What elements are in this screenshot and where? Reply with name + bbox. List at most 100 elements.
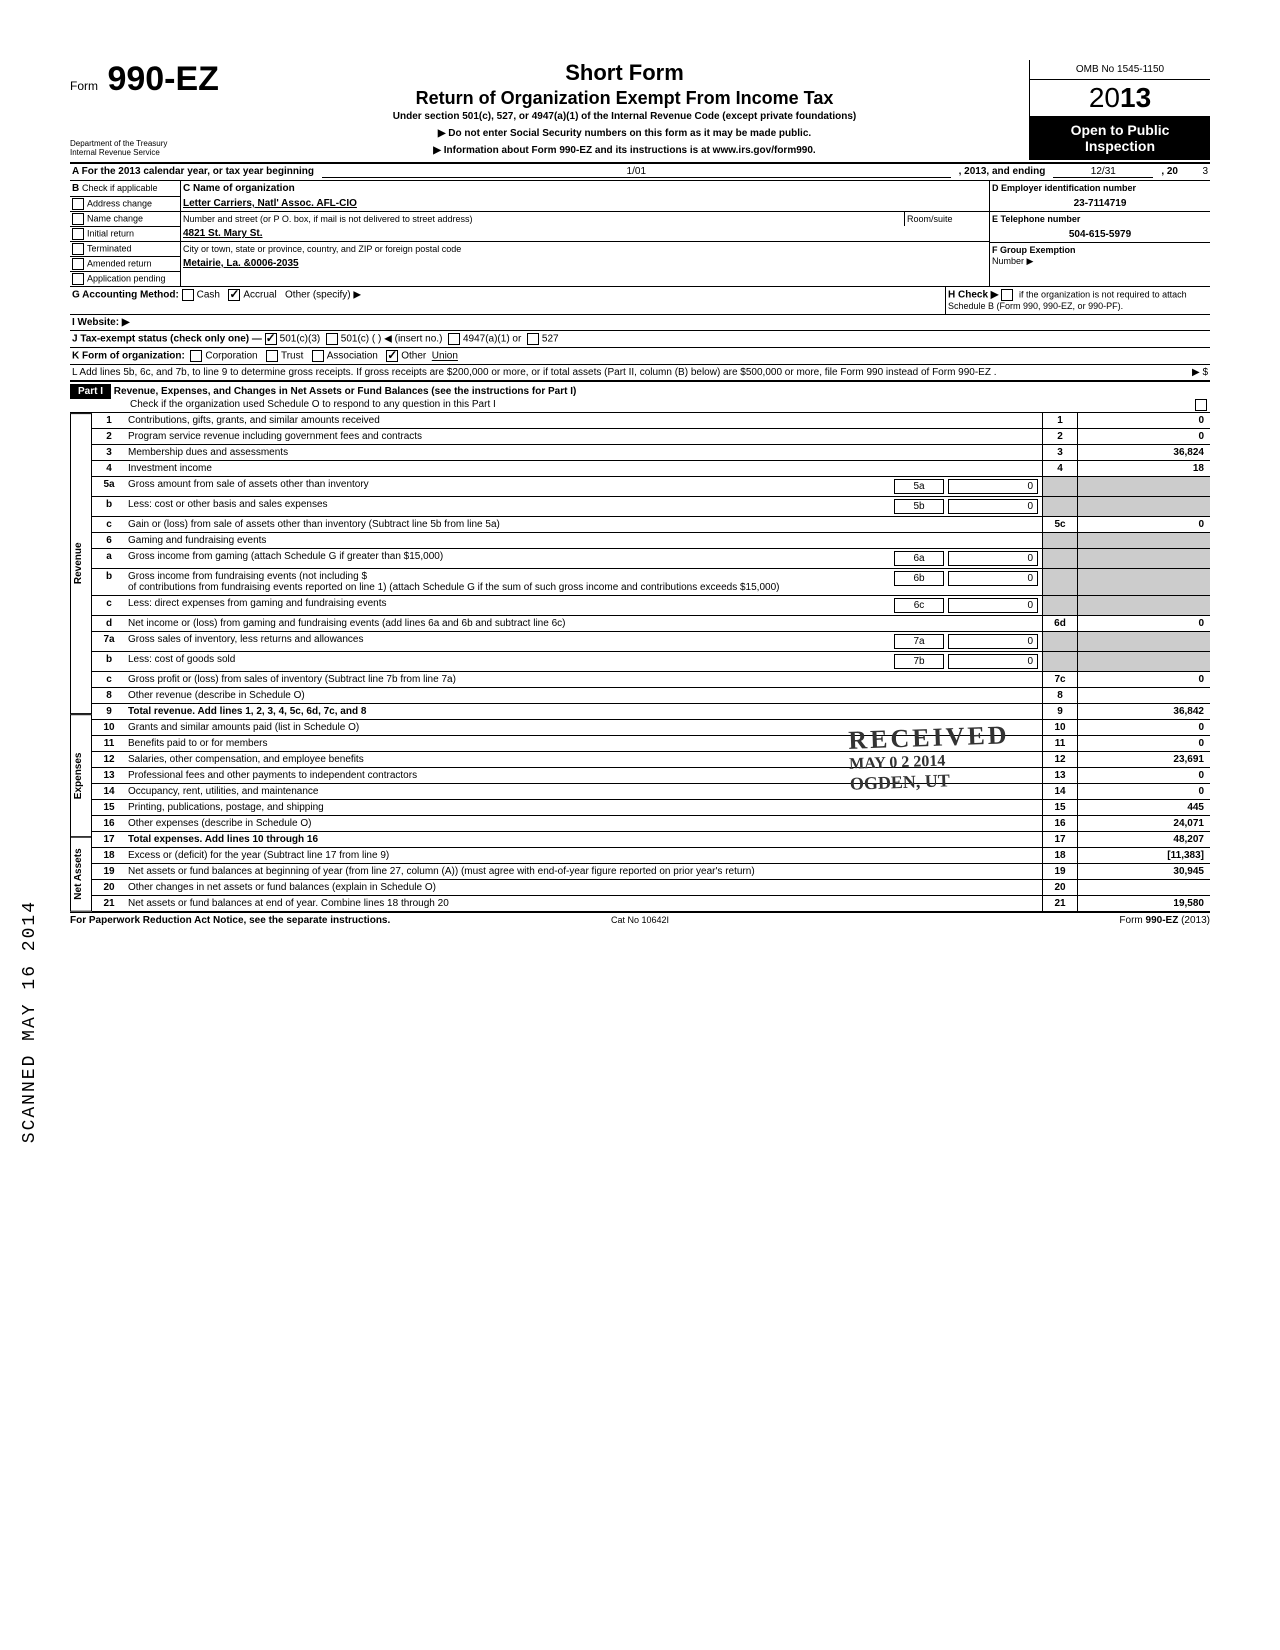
line-amt-l13: 0 bbox=[1078, 768, 1210, 783]
form-prefix: Form bbox=[70, 79, 98, 93]
line-h-label: H Check ▶ bbox=[948, 290, 998, 301]
chk-accrual[interactable] bbox=[228, 289, 240, 301]
chk-other[interactable] bbox=[386, 350, 398, 362]
line-l6a: aGross income from gaming (attach Schedu… bbox=[92, 549, 1210, 569]
chk-initial[interactable] bbox=[72, 228, 84, 240]
chk-name[interactable] bbox=[72, 213, 84, 225]
line-l10: 10Grants and similar amounts paid (list … bbox=[92, 720, 1210, 736]
line-amt-l7b bbox=[1078, 652, 1210, 671]
box-b-label: B bbox=[72, 183, 79, 194]
line-l6b: bGross income from fundraising events (n… bbox=[92, 569, 1210, 596]
line-l16: 16Other expenses (describe in Schedule O… bbox=[92, 816, 1210, 832]
line-desc-l3: Membership dues and assessments bbox=[126, 445, 1042, 460]
line-num-l4: 4 bbox=[92, 461, 126, 476]
line-a-label: A For the 2013 calendar year, or tax yea… bbox=[72, 166, 314, 178]
line-num-l15: 15 bbox=[92, 800, 126, 815]
line-box-l5a bbox=[1042, 477, 1078, 496]
line-amt-l5c: 0 bbox=[1078, 517, 1210, 532]
line-box-l5b bbox=[1042, 497, 1078, 516]
line-amt-l18: [11,383] bbox=[1078, 848, 1210, 863]
line-amt-l2: 0 bbox=[1078, 429, 1210, 444]
chk-501c3[interactable] bbox=[265, 333, 277, 345]
part1-check-text: Check if the organization used Schedule … bbox=[130, 399, 496, 410]
tax-year: 2013 bbox=[1030, 80, 1210, 116]
chk-assoc[interactable] bbox=[312, 350, 324, 362]
b-item-1: Name change bbox=[87, 214, 143, 224]
j-o5: 527 bbox=[542, 334, 559, 345]
line-box-l17: 17 bbox=[1042, 832, 1078, 847]
line-box-l18: 18 bbox=[1042, 848, 1078, 863]
chk-4947[interactable] bbox=[448, 333, 460, 345]
line-desc-l15: Printing, publications, postage, and shi… bbox=[126, 800, 1042, 815]
chk-cash[interactable] bbox=[182, 289, 194, 301]
ein-val: 23-7114719 bbox=[990, 196, 1210, 211]
side-expenses: Expenses bbox=[70, 714, 92, 837]
line-desc-l6a: Gross income from gaming (attach Schedul… bbox=[126, 549, 1042, 568]
line-num-l7b: b bbox=[92, 652, 126, 671]
line-num-l6c: c bbox=[92, 596, 126, 615]
line-i: I Website: ▶ bbox=[70, 314, 1210, 330]
omb-no: OMB No 1545-1150 bbox=[1030, 60, 1210, 80]
line-amt-l21: 19,580 bbox=[1078, 896, 1210, 911]
j-o2: 501(c) ( bbox=[341, 334, 375, 345]
line-num-l14: 14 bbox=[92, 784, 126, 799]
innerbox-l5b: 5b bbox=[894, 499, 944, 514]
chk-501c[interactable] bbox=[326, 333, 338, 345]
box-f-sub: Number ▶ bbox=[992, 256, 1033, 266]
line-l-text: L Add lines 5b, 6c, and 7b, to line 9 to… bbox=[72, 367, 1108, 378]
dept-block: Department of the Treasury Internal Reve… bbox=[70, 139, 220, 157]
line-box-l7b bbox=[1042, 652, 1078, 671]
line-l12: 12Salaries, other compensation, and empl… bbox=[92, 752, 1210, 768]
line-l5a: 5aGross amount from sale of assets other… bbox=[92, 477, 1210, 497]
footer-mid: Cat No 10642I bbox=[450, 915, 830, 926]
chk-pending[interactable] bbox=[72, 273, 84, 285]
chk-h[interactable] bbox=[1001, 289, 1013, 301]
line-amt-l12: 23,691 bbox=[1078, 752, 1210, 767]
line-num-l6b: b bbox=[92, 569, 126, 595]
line-amt-l5a bbox=[1078, 477, 1210, 496]
org-name: Letter Carriers, Natl' Assoc. AFL-CIO bbox=[181, 196, 989, 211]
line-amt-l7c: 0 bbox=[1078, 672, 1210, 687]
city-label: City or town, state or province, country… bbox=[181, 241, 989, 256]
line-amt-l8 bbox=[1078, 688, 1210, 703]
g-accrual: Accrual bbox=[243, 290, 276, 301]
box-c-label: C Name of organization bbox=[183, 183, 295, 194]
chk-amended[interactable] bbox=[72, 258, 84, 270]
line-desc-l6b: Gross income from fundraising events (no… bbox=[126, 569, 1042, 595]
line-l-sym: ▶ $ bbox=[1108, 367, 1208, 378]
chk-part1-schedo[interactable] bbox=[1195, 399, 1207, 411]
b-item-4: Amended return bbox=[87, 259, 152, 269]
scanned-stamp: SCANNED MAY 16 2014 bbox=[20, 900, 40, 1143]
line-desc-l5c: Gain or (loss) from sale of assets other… bbox=[126, 517, 1042, 532]
phone-val: 504-615-5979 bbox=[990, 227, 1210, 242]
side-revenue: Revenue bbox=[70, 413, 92, 714]
line-box-l7c: 7c bbox=[1042, 672, 1078, 687]
line-num-l7a: 7a bbox=[92, 632, 126, 651]
line-desc-l4: Investment income bbox=[126, 461, 1042, 476]
line-desc-l14: Occupancy, rent, utilities, and maintena… bbox=[126, 784, 1042, 799]
line-box-l6 bbox=[1042, 533, 1078, 548]
line-desc-l6d: Net income or (loss) from gaming and fun… bbox=[126, 616, 1042, 631]
chk-527[interactable] bbox=[527, 333, 539, 345]
line-amt-l17: 48,207 bbox=[1078, 832, 1210, 847]
line-l3: 3Membership dues and assessments336,824 bbox=[92, 445, 1210, 461]
title-return: Return of Organization Exempt From Incom… bbox=[220, 88, 1029, 109]
line-amt-l5b bbox=[1078, 497, 1210, 516]
line-amt-l6d: 0 bbox=[1078, 616, 1210, 631]
line-k: K Form of organization: Corporation Trus… bbox=[70, 347, 1210, 364]
box-f-label: F Group Exemption bbox=[992, 245, 1076, 255]
innerbox-l5a: 5a bbox=[894, 479, 944, 494]
b-item-5: Application pending bbox=[87, 274, 166, 284]
chk-corp[interactable] bbox=[190, 350, 202, 362]
year-bold: 13 bbox=[1120, 82, 1151, 113]
chk-terminated[interactable] bbox=[72, 243, 84, 255]
chk-trust[interactable] bbox=[266, 350, 278, 362]
line-num-l16: 16 bbox=[92, 816, 126, 831]
line-num-l18: 18 bbox=[92, 848, 126, 863]
chk-address[interactable] bbox=[72, 198, 84, 210]
k-o4: Other bbox=[401, 351, 426, 362]
box-c: C Name of organization Letter Carriers, … bbox=[181, 181, 990, 286]
line-num-l9: 9 bbox=[92, 704, 126, 719]
warn2: Information about Form 990-EZ and its in… bbox=[220, 145, 1029, 156]
line-desc-l6c: Less: direct expenses from gaming and fu… bbox=[126, 596, 1042, 615]
